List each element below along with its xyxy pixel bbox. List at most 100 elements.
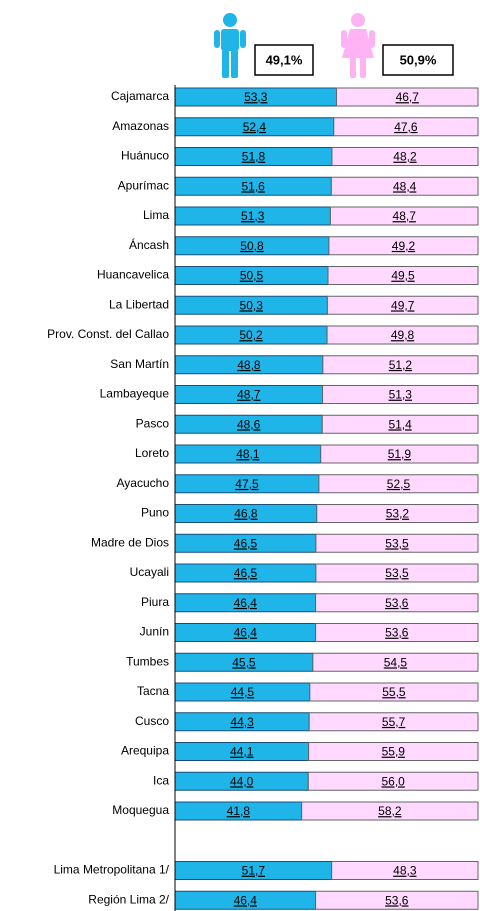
value-label: 48,1 bbox=[236, 447, 260, 461]
legend-total: 49,1% bbox=[266, 52, 303, 67]
value-label: 58,2 bbox=[378, 804, 402, 818]
category-label: Junín bbox=[140, 625, 169, 639]
bar-segment bbox=[331, 147, 479, 166]
bar-segment bbox=[333, 117, 479, 137]
value-label: 51,4 bbox=[388, 417, 412, 431]
bar-segment bbox=[315, 593, 479, 613]
value-label: 53,3 bbox=[244, 90, 268, 104]
value-label: 50,5 bbox=[240, 269, 264, 283]
category-label: Lima Metropolitana 1/ bbox=[54, 863, 170, 877]
bar-segment bbox=[321, 414, 479, 434]
value-label: 44,0 bbox=[230, 774, 254, 788]
category-label: Huancavelica bbox=[97, 268, 169, 282]
value-label: 46,5 bbox=[234, 536, 258, 550]
bar-segment bbox=[315, 533, 479, 553]
female-icon bbox=[341, 13, 375, 78]
bar-segment bbox=[315, 623, 479, 642]
bar-segment bbox=[322, 385, 479, 404]
bar-segment bbox=[328, 236, 479, 256]
value-label: 55,9 bbox=[382, 745, 406, 759]
bar-segment bbox=[308, 712, 479, 732]
category-label: Ayacucho bbox=[117, 476, 170, 490]
value-label: 46,4 bbox=[234, 626, 258, 640]
value-label: 53,6 bbox=[385, 596, 409, 610]
bar-segment bbox=[318, 474, 479, 494]
bar-segment bbox=[320, 444, 479, 464]
value-label: 52,4 bbox=[243, 120, 267, 134]
bar-segment bbox=[316, 504, 479, 523]
value-label: 53,6 bbox=[385, 626, 409, 640]
value-label: 53,6 bbox=[385, 893, 409, 907]
value-label: 46,7 bbox=[396, 90, 420, 104]
category-label: Amazonas bbox=[112, 119, 169, 133]
bar-segment bbox=[307, 771, 479, 791]
value-label: 49,8 bbox=[391, 328, 415, 342]
category-label: Tacna bbox=[137, 684, 169, 698]
category-label: Arequipa bbox=[121, 744, 169, 758]
value-label: 56,0 bbox=[381, 774, 405, 788]
value-label: 47,5 bbox=[235, 477, 259, 491]
value-label: 48,2 bbox=[393, 150, 417, 164]
value-label: 55,5 bbox=[382, 685, 406, 699]
bar-segment bbox=[335, 87, 479, 107]
legend-total: 50,9% bbox=[400, 52, 437, 67]
bar-segment bbox=[315, 563, 479, 583]
bar-segment bbox=[309, 682, 479, 702]
bar-segment bbox=[330, 176, 479, 196]
value-label: 49,2 bbox=[392, 239, 416, 253]
value-label: 53,5 bbox=[385, 566, 409, 580]
value-label: 51,9 bbox=[388, 447, 412, 461]
bar-segment bbox=[327, 266, 479, 285]
value-label: 51,3 bbox=[389, 388, 413, 402]
category-label: Puno bbox=[141, 506, 169, 520]
bar-segment bbox=[315, 890, 479, 910]
value-label: 49,5 bbox=[391, 269, 415, 283]
legend-box bbox=[382, 44, 454, 76]
value-label: 53,2 bbox=[386, 507, 410, 521]
category-label: Región Lima 2/ bbox=[88, 892, 169, 906]
value-label: 49,7 bbox=[391, 298, 415, 312]
value-label: 48,6 bbox=[237, 417, 261, 431]
category-label: Loreto bbox=[135, 446, 169, 460]
category-label: Áncash bbox=[129, 237, 169, 252]
category-label: Piura bbox=[141, 595, 169, 609]
category-label: Pasco bbox=[136, 416, 170, 430]
value-label: 48,7 bbox=[237, 388, 261, 402]
bar-segment bbox=[312, 652, 479, 672]
value-label: 44,1 bbox=[230, 745, 254, 759]
category-label: Madre de Dios bbox=[91, 535, 169, 549]
bar-segment bbox=[301, 801, 479, 821]
value-label: 45,5 bbox=[232, 655, 256, 669]
value-label: 50,8 bbox=[240, 239, 264, 253]
category-label: Moquegua bbox=[112, 803, 169, 817]
value-label: 41,8 bbox=[227, 804, 251, 818]
value-label: 51,8 bbox=[242, 150, 266, 164]
value-label: 44,3 bbox=[230, 715, 254, 729]
category-label: Ica bbox=[153, 773, 169, 787]
value-label: 52,5 bbox=[387, 477, 411, 491]
bar-segment bbox=[329, 206, 479, 226]
category-label: Apurímac bbox=[118, 178, 169, 192]
value-label: 50,2 bbox=[239, 328, 263, 342]
value-label: 48,4 bbox=[393, 179, 417, 193]
category-label: Lima bbox=[143, 208, 169, 222]
bar-segment bbox=[326, 325, 479, 345]
value-label: 48,3 bbox=[393, 864, 417, 878]
value-label: 46,8 bbox=[234, 507, 258, 521]
value-label: 53,5 bbox=[385, 536, 409, 550]
value-label: 46,4 bbox=[234, 596, 258, 610]
category-label: Prov. Const. del Callao bbox=[47, 327, 169, 341]
value-label: 46,4 bbox=[234, 893, 258, 907]
bar-segment bbox=[331, 861, 479, 880]
category-label: Huánuco bbox=[121, 149, 169, 163]
value-label: 51,3 bbox=[241, 209, 265, 223]
value-label: 55,7 bbox=[382, 715, 406, 729]
value-label: 54,5 bbox=[384, 655, 408, 669]
category-label: La Libertad bbox=[109, 297, 169, 311]
value-label: 47,6 bbox=[394, 120, 418, 134]
bar-segment bbox=[322, 355, 479, 375]
category-label: San Martín bbox=[110, 357, 169, 371]
value-label: 51,6 bbox=[241, 179, 265, 193]
value-label: 48,8 bbox=[237, 358, 261, 372]
